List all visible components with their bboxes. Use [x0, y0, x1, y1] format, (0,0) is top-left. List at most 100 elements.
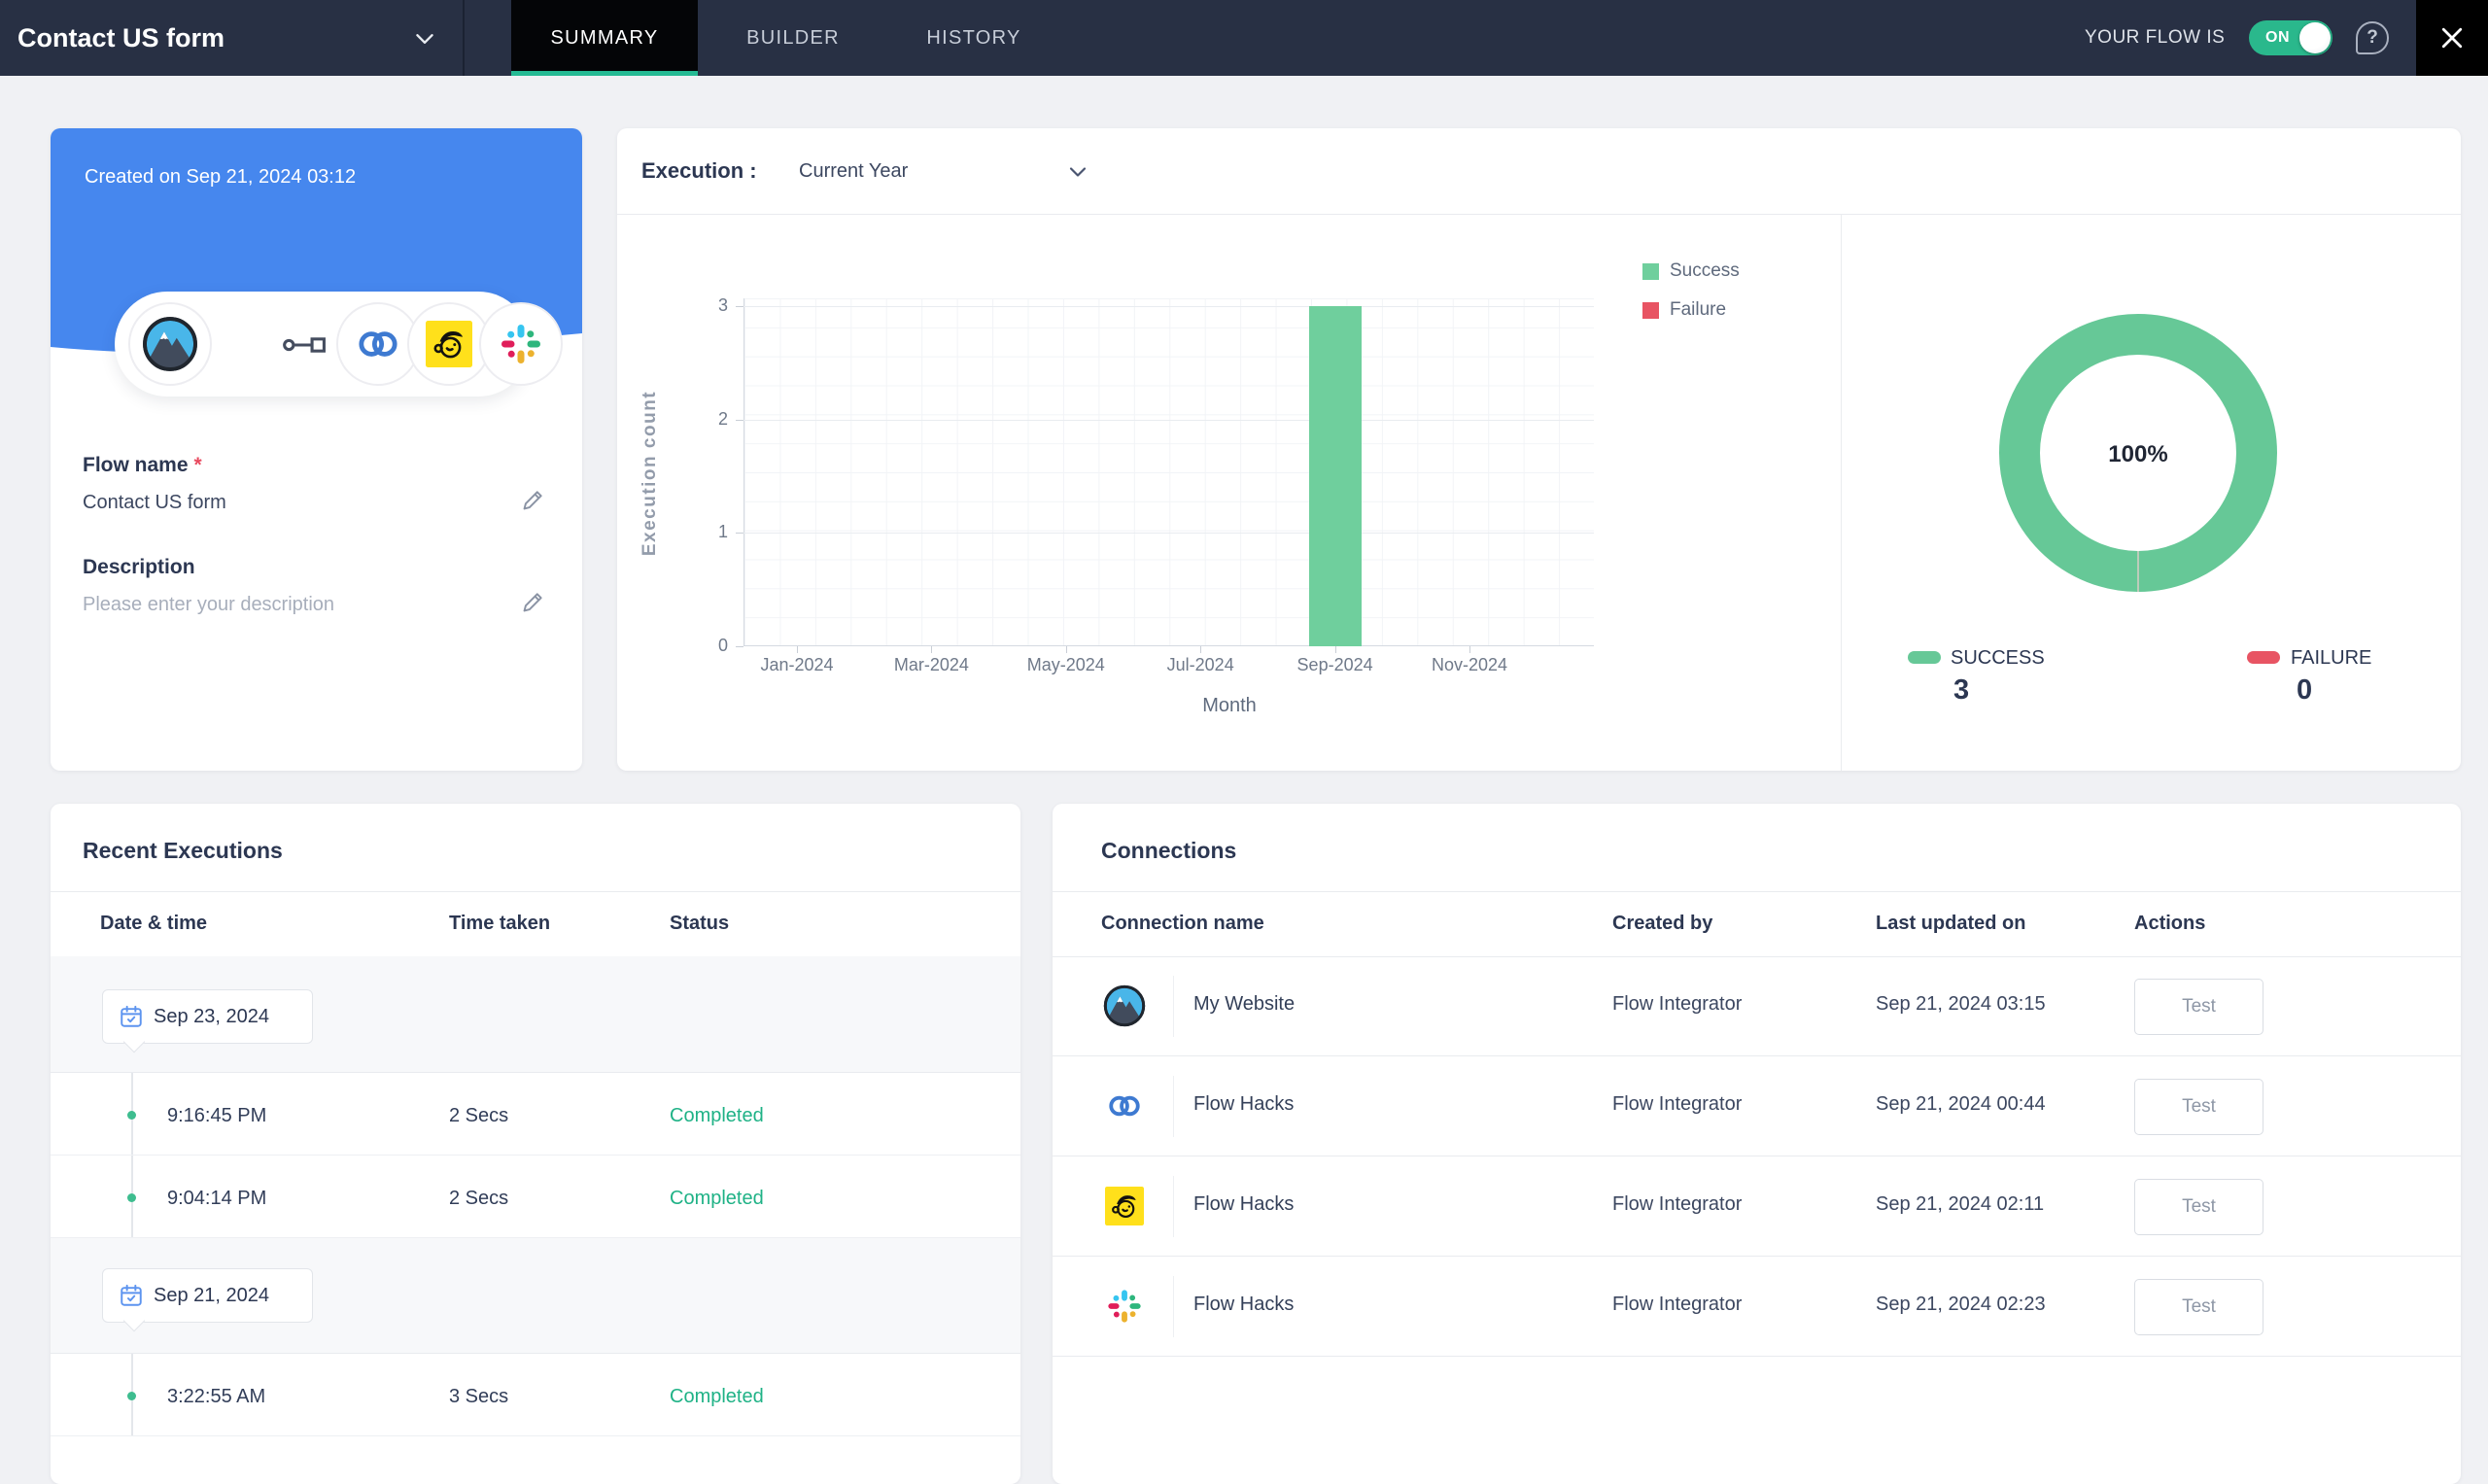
- execution-row[interactable]: 9:04:14 PM 2 Secs Completed: [51, 1156, 1020, 1238]
- connection-row: My Website Flow Integrator Sep 21, 2024 …: [1053, 956, 2461, 1056]
- gridline: [743, 420, 1594, 421]
- test-connection-button[interactable]: Test: [2134, 1179, 2263, 1235]
- edit-description-icon[interactable]: [520, 590, 545, 615]
- y-axis-title: Execution count: [639, 347, 661, 600]
- x-tick-label: Jan-2024: [729, 655, 865, 675]
- y-tick-label: 1: [685, 522, 728, 542]
- connection-last-updated: Sep 21, 2024 02:23: [1876, 1294, 2046, 1316]
- tab-builder-label: BUILDER: [746, 27, 840, 50]
- x-tick-label: May-2024: [998, 655, 1134, 675]
- top-navbar: Contact US form SUMMARY BUILDER HISTORY …: [0, 0, 2488, 76]
- connections-title: Connections: [1101, 838, 1236, 864]
- recent-executions-title: Recent Executions: [83, 838, 283, 864]
- execution-panel: Execution : Current Year Execution count…: [617, 128, 2461, 771]
- tab-summary-label: SUMMARY: [551, 27, 659, 50]
- test-connection-button[interactable]: Test: [2134, 1079, 2263, 1135]
- toggle-on-label: ON: [2265, 20, 2290, 55]
- connection-name: Flow Hacks: [1193, 1193, 1294, 1216]
- date-group-sep-21: Sep 21, 2024: [51, 1238, 1020, 1354]
- close-button[interactable]: [2416, 0, 2488, 76]
- app-circle-my-website: [128, 302, 212, 386]
- tab-summary[interactable]: SUMMARY: [511, 0, 698, 76]
- y-tick-label: 0: [685, 636, 728, 656]
- calendar-icon: [119, 1283, 144, 1308]
- legend-success: Success: [1642, 261, 1740, 281]
- connection-last-updated: Sep 21, 2024 00:44: [1876, 1093, 2046, 1116]
- tab-builder[interactable]: BUILDER: [698, 0, 888, 76]
- flow-on-off-toggle[interactable]: ON: [2249, 20, 2332, 55]
- navbar-divider: [463, 0, 465, 76]
- execution-status: Completed: [670, 1386, 764, 1408]
- flow-state-label: YOUR FLOW IS: [2085, 0, 2225, 76]
- execution-row[interactable]: 3:22:55 AM 3 Secs Completed: [51, 1354, 1020, 1436]
- success-swatch-icon: [1642, 263, 1659, 280]
- x-tick-mark: [1200, 646, 1201, 653]
- failure-stat-count: 0: [2297, 674, 2312, 707]
- status-dot-icon: [127, 1193, 136, 1202]
- execution-title: Execution :: [641, 128, 757, 214]
- execution-time: 9:04:14 PM: [167, 1188, 266, 1210]
- help-icon[interactable]: ?: [2356, 21, 2389, 54]
- chevron-down-icon[interactable]: [412, 26, 437, 52]
- tab-history[interactable]: HISTORY: [888, 0, 1059, 76]
- active-tab-indicator: [511, 71, 698, 76]
- flow-name-label-text: Flow name: [83, 454, 189, 476]
- toggle-knob[interactable]: [2299, 22, 2331, 53]
- execution-status: Completed: [670, 1105, 764, 1127]
- mailchimp-icon: [1103, 1185, 1146, 1227]
- col-created-by: Created by: [1612, 913, 1712, 935]
- test-button-label: Test: [2182, 1296, 2216, 1318]
- chevron-down-icon[interactable]: [1066, 160, 1089, 184]
- edit-flow-name-icon[interactable]: [520, 488, 545, 513]
- help-glyph: ?: [2367, 27, 2378, 49]
- connection-row: Flow Hacks Flow Integrator Sep 21, 2024 …: [1053, 1257, 2461, 1357]
- divider: [51, 891, 1020, 892]
- failure-stat-label: FAILURE: [2291, 647, 2371, 670]
- flow-summary-page: Contact US form SUMMARY BUILDER HISTORY …: [0, 0, 2488, 1413]
- execution-duration: 2 Secs: [449, 1105, 508, 1127]
- my-website-icon: [1103, 984, 1146, 1027]
- panel-divider: [1841, 215, 1842, 771]
- success-pill-icon: [1908, 651, 1941, 664]
- col-time-taken: Time taken: [449, 913, 550, 935]
- donut-center-percent: 100%: [1992, 441, 2284, 468]
- legend-failure: Failure: [1642, 300, 1740, 320]
- connection-created-by: Flow Integrator: [1612, 1193, 1742, 1216]
- failure-pill-icon: [2247, 651, 2280, 664]
- my-website-icon: [142, 316, 198, 372]
- test-button-label: Test: [2182, 1096, 2216, 1118]
- execution-row[interactable]: 9:16:45 PM 2 Secs Completed: [51, 1073, 1020, 1156]
- flow-title-dropdown[interactable]: Contact US form: [17, 0, 225, 76]
- date-chip-text: Sep 23, 2024: [154, 1006, 269, 1028]
- x-tick-mark: [797, 646, 798, 653]
- x-tick-mark: [1066, 646, 1067, 653]
- failure-swatch-icon: [1642, 302, 1659, 319]
- connector-icon: [282, 336, 328, 354]
- connection-name: My Website: [1193, 993, 1295, 1016]
- success-rate-donut: 100%: [1992, 307, 2284, 599]
- test-connection-button[interactable]: Test: [2134, 979, 2263, 1035]
- date-chip-text: Sep 21, 2024: [154, 1285, 269, 1307]
- execution-status: Completed: [670, 1188, 764, 1210]
- connection-last-updated: Sep 21, 2024 03:15: [1876, 993, 2046, 1016]
- legend-failure-label: Failure: [1670, 299, 1726, 321]
- recent-executions-card: Recent Executions Date & time Time taken…: [51, 804, 1020, 1484]
- status-dot-icon: [127, 1392, 136, 1400]
- cell-divider: [1173, 1276, 1174, 1337]
- required-marker: *: [194, 454, 202, 476]
- cell-divider: [1173, 976, 1174, 1037]
- gridline: [743, 533, 1594, 534]
- app-circle-slack: [479, 302, 563, 386]
- test-connection-button[interactable]: Test: [2134, 1279, 2263, 1335]
- connection-row: Flow Hacks Flow Integrator Sep 21, 2024 …: [1053, 1056, 2461, 1156]
- y-tick-mark: [736, 646, 743, 647]
- execution-range-dropdown[interactable]: Current Year: [799, 128, 908, 214]
- description-placeholder[interactable]: Please enter your description: [83, 594, 334, 616]
- connection-name: Flow Hacks: [1193, 1093, 1294, 1116]
- connection-created-by: Flow Integrator: [1612, 1294, 1742, 1316]
- y-tick-label: 2: [685, 409, 728, 430]
- flow-name-value[interactable]: Contact US form: [83, 492, 226, 514]
- connections-card: Connections Connection name Created by L…: [1053, 804, 2461, 1484]
- execution-duration: 2 Secs: [449, 1188, 508, 1210]
- execution-time: 3:22:55 AM: [167, 1386, 265, 1408]
